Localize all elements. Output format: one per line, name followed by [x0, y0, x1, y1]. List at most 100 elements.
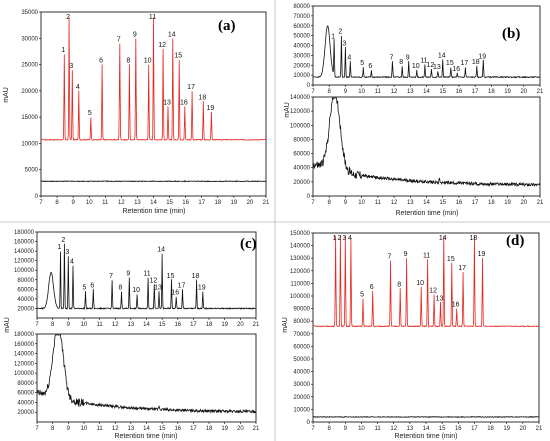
peak-label: 16	[171, 290, 179, 297]
x-tick-label: 8	[55, 200, 59, 206]
panel-b: (b) mAU Retention time (min) 0 10000 20000…	[284, 4, 544, 217]
x-tick-label: 13	[128, 426, 135, 432]
panel-d: (d) mAU Retention time (min) 0 10000 20000…	[282, 231, 543, 440]
peak-label: 5	[88, 110, 92, 117]
x-tick-label: 19	[504, 89, 511, 95]
x-tick-label: 13	[407, 426, 414, 432]
panel-a-xlabel: Retention time (min)	[122, 208, 185, 215]
x-tick-label: 20	[520, 426, 527, 432]
peak-label: 6	[368, 63, 372, 70]
x-tick-label: 20	[237, 426, 244, 432]
peak-label: 12	[149, 278, 157, 285]
panel-a: (a) mAU Retention time (min) 0 5000 10000 1…	[3, 10, 270, 215]
panel-b-x-axis: 7 8 9 10 11 12 13 14 15 16 17 18 19 20 21 7 8 9 10 11 12 13 14…	[311, 85, 544, 206]
peak-label: 6	[370, 284, 374, 291]
peak-label: 16	[452, 66, 460, 73]
x-tick-label: 16	[456, 200, 463, 206]
y-tick-label: 10000	[293, 73, 310, 79]
panel-a-letter: (a)	[218, 18, 236, 34]
x-tick-label: 19	[221, 322, 228, 328]
x-tick-label: 21	[253, 322, 260, 328]
x-tick-label: 16	[456, 89, 463, 95]
peak-label: 11	[420, 57, 427, 64]
y-tick-label: 20000	[17, 306, 34, 312]
x-tick-label: 19	[503, 426, 510, 432]
y-tick-label: 100000	[290, 123, 311, 129]
y-tick-label: 10000	[21, 141, 38, 147]
y-tick-label: 0	[307, 420, 311, 426]
x-tick-label: 17	[472, 89, 479, 95]
panel-b-letter: (b)	[502, 26, 520, 42]
y-tick-label: 80000	[293, 319, 310, 325]
x-tick-label: 12	[390, 426, 397, 432]
panel-b-xlabel: Retention time (min)	[395, 210, 458, 217]
panel-b-upper-frame	[312, 5, 541, 86]
peak-label: 13	[433, 64, 441, 71]
y-tick-label: 110000	[290, 281, 310, 287]
y-tick-label: 180000	[14, 332, 35, 338]
peak-label: 4	[348, 235, 352, 242]
x-tick-label: 8	[51, 426, 55, 432]
x-tick-label: 20	[520, 89, 527, 95]
y-tick-label: 140000	[290, 95, 311, 101]
peak-label: 12	[429, 288, 437, 295]
peak-label: 1	[333, 235, 337, 242]
y-tick-label: 50000	[293, 357, 310, 363]
x-tick-label: 7	[39, 200, 43, 206]
y-tick-label: 120000	[290, 269, 311, 275]
y-tick-label: 60000	[17, 391, 34, 397]
y-tick-label: 120000	[290, 109, 311, 115]
y-tick-label: 20000	[293, 63, 310, 69]
panel-c-letter: (c)	[240, 236, 257, 252]
y-tick-label: 60000	[293, 344, 310, 350]
y-tick-label: 0	[35, 194, 39, 200]
x-tick-label: 7	[311, 200, 315, 206]
panel-a-sample-trace	[40, 180, 267, 183]
peak-label: 19	[478, 251, 486, 258]
peak-label: 19	[198, 285, 206, 292]
y-tick-label: 140000	[290, 244, 311, 250]
x-tick-label: 16	[455, 426, 462, 432]
peak-label: 18	[472, 59, 480, 66]
x-tick-label: 16	[182, 200, 189, 206]
peak-label: 12	[158, 42, 166, 49]
panel-c-x-axis: 7 8 9 10 11 12 13 14 15 16 17 18 19 20 21 7 8 9 10 11 12 13 14…	[35, 318, 260, 432]
peak-label: 11	[423, 252, 430, 259]
y-tick-label: 130000	[290, 256, 311, 262]
peak-label: 14	[157, 247, 165, 254]
x-tick-label: 11	[96, 322, 103, 328]
x-tick-label: 14	[423, 89, 430, 95]
peak-label: 9	[126, 270, 130, 277]
y-tick-label: 40000	[293, 166, 310, 172]
x-tick-label: 13	[407, 89, 414, 95]
peak-label: 6	[90, 282, 94, 289]
x-tick-label: 18	[206, 322, 213, 328]
x-tick-label: 19	[231, 200, 238, 206]
panel-a-standard-trace	[40, 17, 267, 141]
y-tick-label: 0	[307, 83, 311, 89]
x-tick-label: 17	[472, 200, 479, 206]
peak-label: 19	[478, 53, 486, 60]
x-tick-label: 7	[311, 89, 315, 95]
y-tick-label: 25000	[21, 63, 38, 69]
x-tick-label: 14	[423, 426, 430, 432]
panel-a-ylabel: mAU	[3, 87, 10, 103]
peak-label: 5	[360, 292, 364, 299]
panel-c-ylabel: mAU	[4, 317, 11, 333]
peak-label: 19	[206, 105, 214, 112]
x-tick-label: 11	[96, 426, 103, 432]
peak-label: 5	[83, 285, 87, 292]
x-tick-label: 10	[358, 426, 365, 432]
x-tick-label: 7	[311, 426, 315, 432]
panel-b-lower-frame	[312, 96, 541, 197]
panel-b-lower-y-axis: 0 20000 40000 60000 80000 100000 120000 140000	[290, 95, 313, 200]
y-tick-label: 35000	[21, 10, 38, 16]
y-tick-label: 10000	[293, 407, 310, 413]
y-tick-label: 5000	[25, 168, 39, 174]
peak-label: 7	[389, 54, 393, 61]
panel-d-xlabel: Retention time (min)	[394, 433, 457, 440]
x-tick-label: 12	[391, 89, 398, 95]
